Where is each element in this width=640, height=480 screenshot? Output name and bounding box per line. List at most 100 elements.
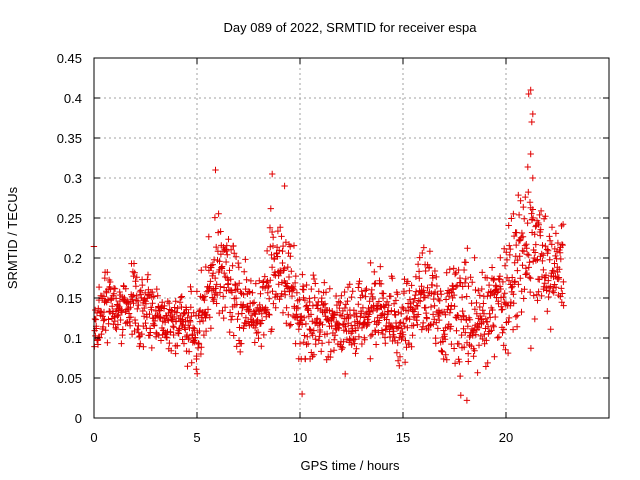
data-point bbox=[361, 336, 368, 343]
data-point bbox=[387, 293, 394, 300]
data-point bbox=[330, 314, 337, 321]
data-point bbox=[427, 303, 435, 311]
data-point bbox=[269, 170, 276, 178]
data-point bbox=[425, 264, 433, 271]
y-tick-label: 0 bbox=[75, 411, 82, 426]
data-point bbox=[242, 314, 250, 321]
data-point bbox=[326, 307, 333, 314]
data-point bbox=[481, 340, 488, 347]
data-point bbox=[511, 278, 519, 285]
data-point bbox=[205, 233, 212, 240]
data-point bbox=[531, 249, 539, 256]
data-point bbox=[461, 343, 468, 351]
data-point bbox=[134, 326, 141, 333]
y-tick-label: 0.2 bbox=[64, 251, 82, 266]
data-point bbox=[260, 278, 267, 285]
data-point bbox=[315, 288, 322, 295]
data-point bbox=[480, 310, 488, 317]
chart-title: Day 089 of 2022, SRMTID for receiver esp… bbox=[224, 20, 478, 35]
data-point bbox=[514, 256, 521, 264]
data-point bbox=[550, 267, 557, 275]
data-point bbox=[281, 265, 288, 272]
data-point bbox=[390, 328, 397, 335]
data-point bbox=[119, 331, 126, 339]
data-point bbox=[506, 242, 513, 249]
data-point bbox=[296, 340, 304, 347]
data-point bbox=[541, 280, 548, 287]
data-point bbox=[537, 226, 544, 233]
data-point bbox=[539, 242, 546, 249]
data-point bbox=[206, 314, 213, 321]
data-point bbox=[499, 278, 507, 286]
data-point bbox=[531, 315, 538, 323]
data-point bbox=[467, 274, 474, 281]
data-point bbox=[254, 316, 261, 324]
data-point bbox=[263, 306, 271, 313]
data-point bbox=[338, 346, 345, 353]
data-point bbox=[539, 257, 546, 265]
data-point bbox=[559, 241, 566, 249]
data-point bbox=[104, 269, 111, 276]
data-point bbox=[560, 278, 567, 286]
data-point bbox=[358, 288, 365, 295]
data-point bbox=[558, 241, 566, 248]
data-point bbox=[495, 333, 503, 341]
data-point bbox=[264, 277, 271, 285]
data-point bbox=[218, 263, 226, 270]
data-point bbox=[278, 233, 285, 240]
data-point bbox=[497, 285, 504, 293]
data-point bbox=[279, 309, 287, 316]
data-point bbox=[478, 285, 485, 293]
data-point bbox=[251, 310, 258, 317]
data-point bbox=[238, 340, 245, 347]
data-point bbox=[168, 307, 175, 314]
data-point bbox=[367, 355, 374, 362]
data-point bbox=[415, 268, 423, 275]
data-point bbox=[479, 307, 486, 314]
data-point bbox=[310, 351, 318, 358]
data-point bbox=[518, 308, 525, 316]
data-point bbox=[540, 266, 547, 274]
data-point bbox=[555, 274, 563, 281]
data-point bbox=[560, 302, 567, 309]
data-point bbox=[291, 279, 299, 287]
data-point bbox=[188, 288, 195, 295]
data-point bbox=[227, 316, 235, 323]
data-point bbox=[176, 299, 184, 306]
data-point bbox=[500, 293, 507, 301]
data-point bbox=[254, 329, 262, 336]
data-point bbox=[473, 299, 480, 307]
data-point bbox=[368, 286, 375, 294]
data-point bbox=[510, 210, 517, 218]
data-point bbox=[213, 243, 220, 251]
data-point bbox=[548, 224, 556, 231]
data-point bbox=[300, 286, 307, 293]
data-point bbox=[421, 294, 429, 301]
data-point bbox=[260, 331, 267, 339]
data-point bbox=[282, 291, 289, 298]
data-point bbox=[430, 320, 437, 328]
data-point bbox=[129, 296, 136, 303]
data-point bbox=[460, 325, 467, 332]
data-point bbox=[353, 345, 360, 352]
data-point bbox=[392, 297, 400, 304]
data-point bbox=[548, 241, 555, 248]
data-point bbox=[170, 331, 177, 339]
data-point bbox=[258, 310, 265, 317]
data-point bbox=[251, 339, 258, 346]
data-point bbox=[137, 340, 144, 347]
data-point bbox=[188, 313, 195, 320]
data-point bbox=[119, 326, 126, 333]
data-point bbox=[209, 270, 217, 277]
data-point bbox=[235, 264, 242, 271]
data-point bbox=[111, 285, 119, 292]
data-point bbox=[114, 312, 121, 320]
data-point bbox=[284, 280, 291, 287]
data-point bbox=[481, 331, 488, 338]
data-point bbox=[443, 356, 450, 363]
data-point bbox=[187, 304, 194, 311]
data-point bbox=[355, 284, 362, 291]
data-point bbox=[127, 313, 134, 321]
data-point bbox=[225, 280, 232, 287]
data-point bbox=[429, 274, 436, 282]
